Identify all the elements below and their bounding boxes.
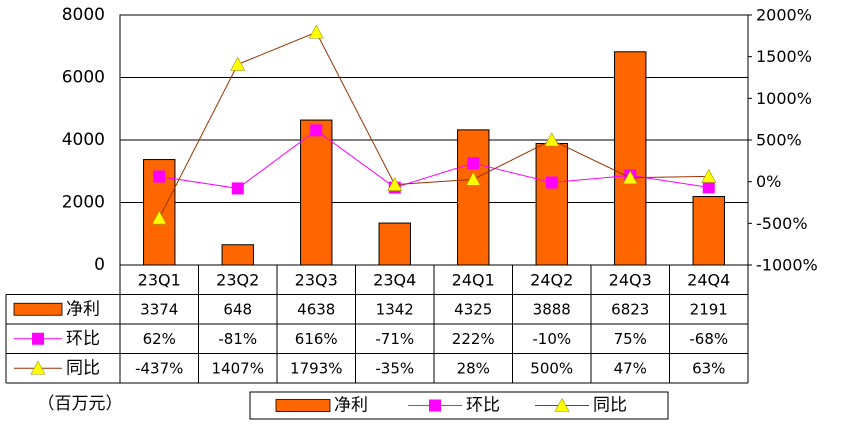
bar-24Q3 (614, 51, 647, 266)
y-left-tick-label: 0 (94, 255, 105, 275)
row-header-同比: 同比 (66, 358, 100, 378)
point-环比-23Q1 (153, 170, 166, 183)
table-cell-净利: 648 (223, 300, 252, 318)
point-环比-24Q1 (467, 157, 480, 170)
table-cell-净利: 4638 (297, 300, 335, 318)
table-cell-净利: 4325 (454, 300, 492, 318)
y-left-tick-label: 6000 (62, 68, 105, 88)
table-cell-环比: -68% (689, 330, 728, 348)
table-cell-净利: 3888 (533, 300, 571, 318)
y-right-tick-label: 0% (756, 172, 781, 191)
table-cell-同比: 63% (692, 359, 725, 377)
point-环比-23Q2 (231, 182, 244, 195)
table-cell-净利: 3374 (140, 300, 178, 318)
y-left-tick-label: 2000 (62, 193, 105, 213)
y-left-tick-label: 4000 (62, 130, 105, 150)
category-label: 23Q3 (295, 270, 338, 289)
bar-24Q1 (457, 129, 490, 266)
table-cell-同比: -35% (375, 359, 414, 377)
point-环比-23Q3 (310, 124, 323, 137)
point-同比-23Q4 (387, 176, 403, 191)
point-同比-24Q4 (701, 168, 717, 183)
y-right-tick-label: -500% (756, 214, 808, 233)
row-header-环比: 环比 (66, 329, 100, 349)
table-cell-净利: 6823 (611, 300, 649, 318)
legend-marker-同比 (554, 397, 570, 412)
table-cell-环比: 222% (452, 330, 495, 348)
point-环比-24Q2 (545, 176, 558, 189)
category-label: 24Q1 (452, 270, 495, 289)
y-right-tick-label: 1000% (756, 89, 812, 108)
point-同比-23Q2 (230, 56, 246, 71)
y-left-tick-label: 8000 (62, 5, 105, 25)
legend-swatch-净利 (13, 302, 63, 316)
table-cell-同比: 47% (614, 359, 647, 377)
y-right-tick-label: 500% (756, 131, 802, 150)
y-right-tick-label: 2000% (756, 6, 812, 25)
table-cell-同比: 500% (530, 359, 573, 377)
point-同比-23Q1 (151, 210, 167, 225)
legend-label-净利: 净利 (334, 396, 368, 416)
legend-label-环比: 环比 (466, 396, 500, 416)
legend-marker-环比 (429, 399, 441, 412)
bar-24Q4 (692, 196, 725, 266)
category-label: 24Q3 (609, 270, 652, 289)
legend-label-同比: 同比 (593, 396, 627, 416)
legend-marker-环比 (32, 332, 44, 345)
category-label: 24Q4 (687, 270, 730, 289)
table-cell-同比: -437% (135, 359, 183, 377)
series-line-环比 (159, 129, 709, 189)
point-环比-24Q4 (702, 181, 715, 194)
bar-23Q4 (378, 222, 411, 266)
table-cell-净利: 2191 (690, 300, 728, 318)
table-cell-同比: 1407% (212, 359, 264, 377)
point-同比-24Q1 (465, 171, 481, 186)
unit-note: （百万元） (38, 394, 123, 414)
legend-marker-同比 (30, 360, 46, 375)
category-label: 24Q2 (530, 270, 573, 289)
table-cell-环比: 62% (143, 330, 176, 348)
table-cell-环比: -81% (218, 330, 257, 348)
point-同比-24Q2 (544, 132, 560, 147)
series-line-同比 (158, 31, 709, 219)
legend-swatch-净利 (275, 399, 331, 412)
y-right-tick-label: -1000% (756, 256, 818, 275)
bar-23Q2 (221, 244, 254, 266)
row-header-净利: 净利 (66, 299, 100, 319)
table-cell-同比: 1793% (290, 359, 342, 377)
point-同比-23Q3 (308, 24, 324, 39)
category-label: 23Q1 (138, 270, 181, 289)
category-label: 23Q4 (373, 270, 416, 289)
table-cell-净利: 1342 (376, 300, 414, 318)
table-cell-环比: -10% (532, 330, 571, 348)
y-right-tick-label: 1500% (756, 47, 812, 66)
point-同比-24Q3 (622, 170, 638, 185)
category-label: 23Q2 (216, 270, 259, 289)
table-cell-同比: 28% (457, 359, 490, 377)
table-cell-环比: 616% (295, 330, 338, 348)
bar-24Q2 (535, 143, 568, 266)
table-cell-环比: 75% (614, 330, 647, 348)
bar-23Q3 (300, 119, 333, 266)
table-cell-环比: -71% (375, 330, 414, 348)
